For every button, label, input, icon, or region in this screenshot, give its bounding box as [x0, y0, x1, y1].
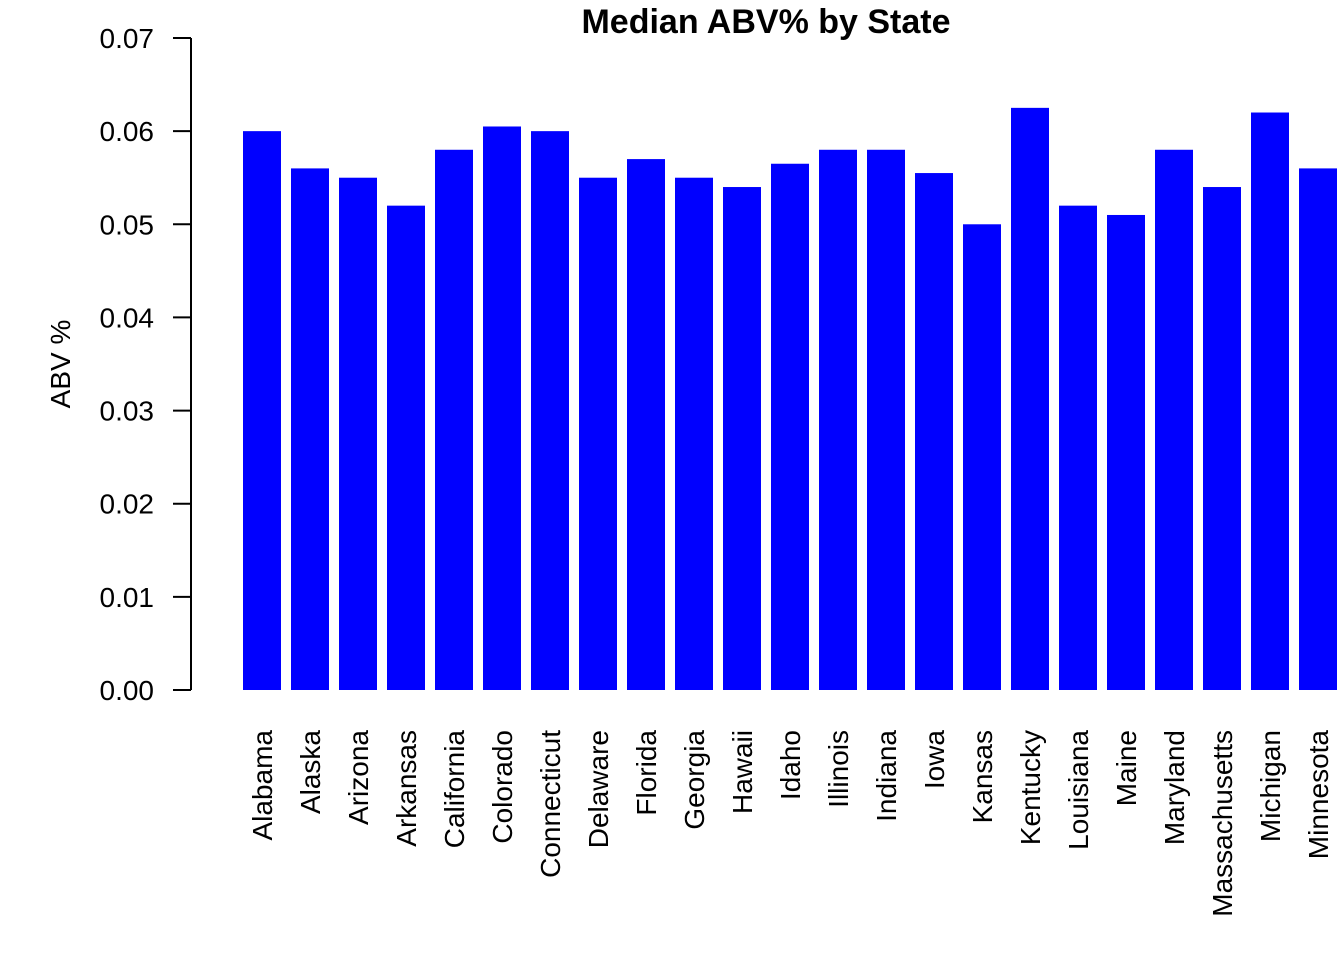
bar-louisiana [1059, 205, 1097, 690]
bar-arizona [339, 177, 377, 690]
y-axis-label: ABV % [45, 320, 76, 409]
x-tick-label: Kansas [967, 730, 998, 823]
bar-idaho [771, 163, 809, 690]
x-tick-label: Maryland [1159, 730, 1190, 845]
x-tick-label: Delaware [583, 730, 614, 848]
x-tick-label: Kentucky [1015, 730, 1046, 845]
bar-arkansas [387, 205, 425, 690]
x-tick-label: Massachusetts [1207, 730, 1238, 917]
x-tick-label: Alaska [295, 730, 326, 814]
bar-delaware [579, 177, 617, 690]
x-axis-labels: Alabama Alaska Arizona Arkansas California Co… [247, 730, 1334, 917]
bar-indiana [867, 149, 905, 690]
y-tick-label: 0.02 [100, 489, 155, 520]
x-tick-label: Georgia [679, 730, 710, 830]
x-tick-label: California [439, 730, 470, 849]
bar-kansas [963, 224, 1001, 691]
y-tick-label: 0.05 [100, 209, 155, 240]
x-tick-label: Arizona [343, 730, 374, 825]
x-tick-label: Alabama [247, 730, 278, 841]
bar-florida [627, 159, 665, 691]
y-tick-label: 0.04 [100, 302, 155, 333]
x-tick-label: Maine [1111, 730, 1142, 806]
bar-iowa [915, 173, 953, 691]
bar-georgia [675, 177, 713, 690]
x-tick-label: Idaho [775, 730, 806, 800]
x-tick-label: Arkansas [391, 730, 422, 847]
bar-california [435, 149, 473, 690]
x-tick-label: Indiana [871, 730, 902, 822]
x-tick-label: Iowa [919, 730, 950, 790]
x-tick-label: Michigan [1255, 730, 1286, 842]
bar-hawaii [723, 187, 761, 690]
bar-michigan [1251, 112, 1289, 690]
chart-title: Median ABV% by State [581, 3, 950, 41]
bar-maine [1107, 214, 1145, 690]
x-tick-label: Colorado [487, 730, 518, 844]
y-axis: 0.00 0.01 0.02 0.03 0.04 0.05 0.06 0.07 [100, 23, 192, 706]
x-tick-label: Illinois [823, 730, 854, 808]
y-tick-label: 0.01 [100, 582, 155, 613]
bar-colorado [483, 126, 521, 690]
y-tick-label: 0.00 [100, 675, 155, 706]
bars [243, 107, 1337, 691]
bar-alaska [291, 168, 329, 690]
bar-alabama [243, 131, 281, 691]
bar-connecticut [531, 131, 569, 691]
x-tick-label: Connecticut [535, 730, 566, 878]
bar-massachusetts [1203, 187, 1241, 690]
x-tick-label: Florida [631, 730, 662, 816]
bar-minnesota [1299, 168, 1337, 690]
y-tick-label: 0.03 [100, 396, 155, 427]
bar-maryland [1155, 149, 1193, 690]
x-tick-label: Louisiana [1063, 730, 1094, 850]
x-tick-label: Hawaii [727, 730, 758, 814]
x-tick-label: Minnesota [1303, 730, 1334, 860]
bar-illinois [819, 149, 857, 690]
y-tick-label: 0.06 [100, 116, 155, 147]
bar-kentucky [1011, 107, 1049, 691]
y-tick-label: 0.07 [100, 23, 155, 54]
